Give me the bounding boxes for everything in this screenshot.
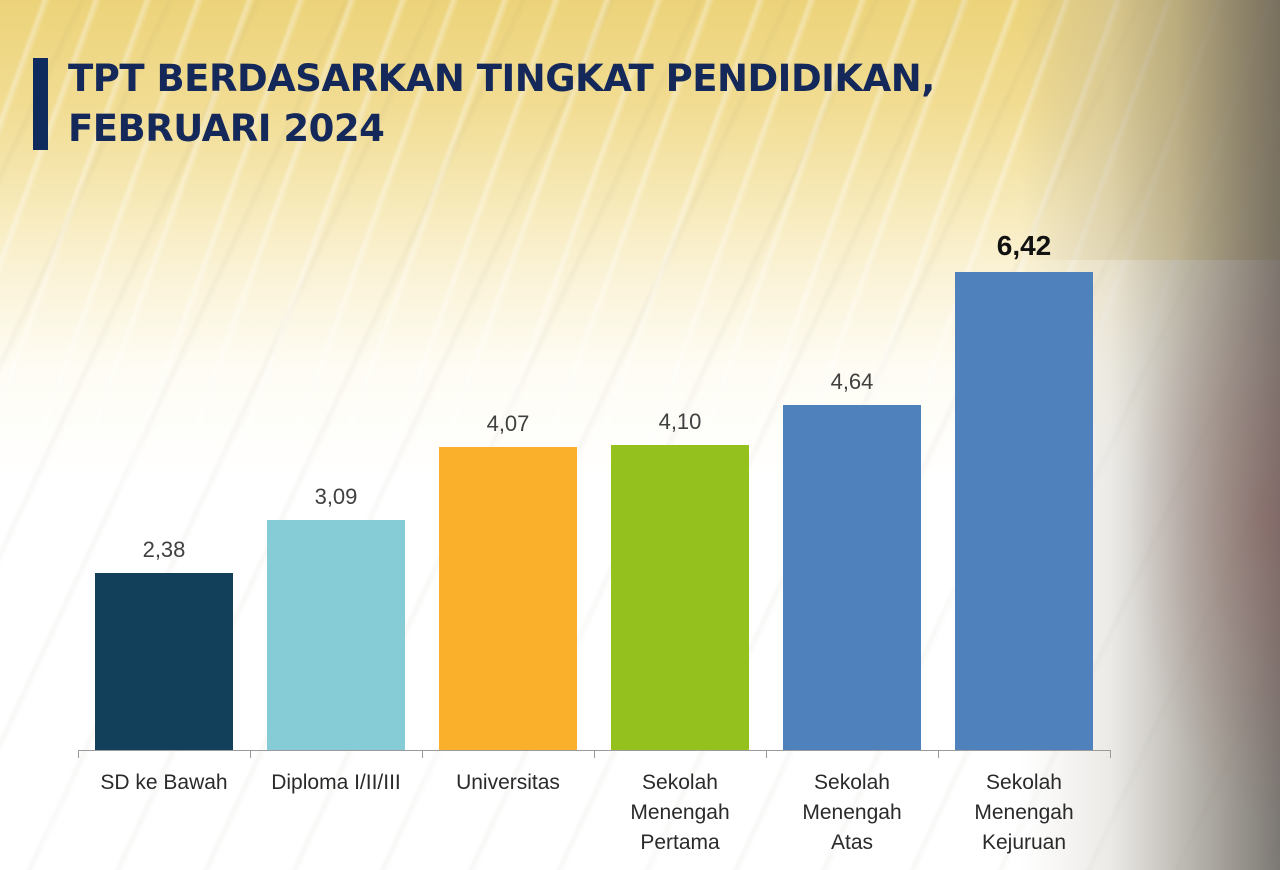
category-label-line: Sekolah [642, 771, 718, 794]
data-label: 2,38 [142, 537, 186, 562]
x-axis-category-label: Sekolah Menengah Atas [762, 768, 942, 858]
x-axis-tick [594, 750, 595, 758]
category-label-line: Sekolah [986, 771, 1062, 794]
category-label-line: Menengah [630, 801, 730, 824]
x-axis-tick [766, 750, 767, 758]
x-axis-tick [78, 750, 79, 758]
category-label-line: Menengah [802, 801, 902, 824]
category-label-line: Pertama [640, 831, 720, 854]
x-axis-tick [250, 750, 251, 758]
data-label: 6,42 [996, 230, 1052, 261]
data-label: 3,09 [314, 484, 358, 509]
x-axis-category-label: Sekolah Menengah Kejuruan [934, 768, 1114, 858]
x-axis-category-label: Sekolah Menengah Pertama [590, 768, 770, 858]
x-axis-tick [422, 750, 423, 758]
chart-title-line2: FEBRUARI 2024 [68, 107, 385, 150]
bar [267, 520, 405, 750]
data-label: 4,64 [830, 369, 874, 394]
bar [955, 272, 1093, 750]
x-axis-category-label: Diploma I/II/III [246, 768, 426, 798]
bar [95, 573, 233, 750]
title-accent-bar [33, 58, 48, 150]
category-label-line: Atas [830, 831, 874, 854]
x-axis-category-label: Universitas [418, 768, 598, 798]
bar [611, 445, 749, 750]
chart-title: TPT BERDASARKAN TINGKAT PENDIDIKAN, FEBR… [68, 54, 935, 154]
x-axis-tick [1110, 750, 1111, 758]
x-axis-tick [938, 750, 939, 758]
category-label-line: Menengah [974, 801, 1074, 824]
chart-title-line1: TPT BERDASARKAN TINGKAT PENDIDIKAN, [68, 57, 935, 100]
bar [783, 405, 921, 750]
category-label-line: SD ke Bawah [100, 771, 228, 794]
bar [439, 447, 577, 750]
data-label: 4,07 [486, 411, 530, 436]
category-label-line: Universitas [456, 771, 560, 794]
category-label-line: Kejuruan [981, 831, 1067, 854]
category-label-line: Sekolah [814, 771, 890, 794]
x-axis-category-label: SD ke Bawah [74, 768, 254, 798]
category-label-line: Diploma I/II/III [271, 771, 401, 794]
data-label: 4,10 [658, 409, 702, 434]
